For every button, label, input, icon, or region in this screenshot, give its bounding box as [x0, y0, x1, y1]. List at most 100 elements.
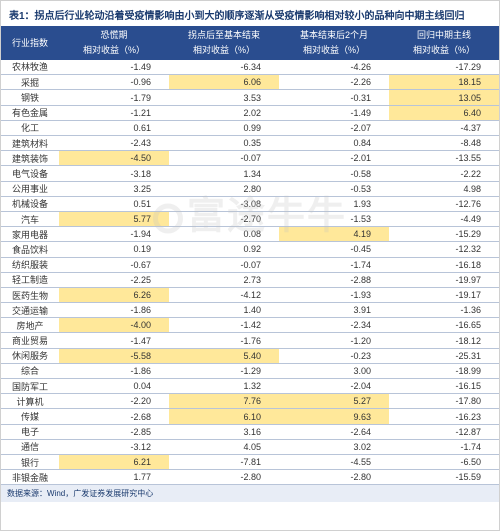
table-row: 银行6.21-7.81-4.55-6.50	[1, 454, 499, 469]
table-row: 机械设备0.51-3.081.93-12.76	[1, 196, 499, 211]
cell-value: -16.18	[389, 257, 499, 272]
header-col-3: 回归中期主线	[389, 26, 499, 43]
cell-value: -4.00	[59, 318, 169, 333]
cell-value: -2.80	[279, 470, 389, 485]
cell-value: -1.20	[279, 333, 389, 348]
table-row: 电气设备-3.181.34-0.58-2.22	[1, 166, 499, 181]
table-row: 采掘-0.966.06-2.2618.15	[1, 75, 499, 90]
cell-value: 5.27	[279, 394, 389, 409]
table-header: 行业指数 恐慌期 拐点后至基本结束 基本结束后2个月 回归中期主线 相对收益（%…	[1, 26, 499, 60]
cell-value: 0.61	[59, 120, 169, 135]
cell-value: -1.74	[389, 439, 499, 454]
cell-value: -13.55	[389, 151, 499, 166]
row-label: 纺织服装	[1, 257, 59, 272]
cell-value: 1.32	[169, 379, 279, 394]
row-label: 综合	[1, 363, 59, 378]
header-col-1: 拐点后至基本结束	[169, 26, 279, 43]
cell-value: -1.74	[279, 257, 389, 272]
cell-value: -0.53	[279, 181, 389, 196]
row-label: 计算机	[1, 394, 59, 409]
row-label: 食品饮料	[1, 242, 59, 257]
cell-value: -4.37	[389, 120, 499, 135]
cell-value: -4.26	[279, 60, 389, 75]
cell-value: -1.49	[59, 60, 169, 75]
cell-value: -1.36	[389, 303, 499, 318]
table-row: 钢铁-1.793.53-0.3113.05	[1, 90, 499, 105]
table-row: 化工0.610.99-2.07-4.37	[1, 120, 499, 135]
table-row: 交通运输-1.861.403.91-1.36	[1, 303, 499, 318]
row-label: 传媒	[1, 409, 59, 424]
cell-value: 0.51	[59, 196, 169, 211]
cell-value: 4.19	[279, 227, 389, 242]
cell-value: 13.05	[389, 90, 499, 105]
cell-value: -0.67	[59, 257, 169, 272]
header-rowlabel: 行业指数	[1, 26, 59, 60]
row-label: 有色金属	[1, 105, 59, 120]
table-row: 纺织服装-0.67-0.07-1.74-16.18	[1, 257, 499, 272]
cell-value: 4.05	[169, 439, 279, 454]
cell-value: 1.34	[169, 166, 279, 181]
cell-value: -0.45	[279, 242, 389, 257]
cell-value: 4.98	[389, 181, 499, 196]
cell-value: -2.01	[279, 151, 389, 166]
cell-value: 6.06	[169, 75, 279, 90]
cell-value: 6.10	[169, 409, 279, 424]
cell-value: -1.49	[279, 105, 389, 120]
cell-value: -2.04	[279, 379, 389, 394]
row-label: 休闲服务	[1, 348, 59, 363]
cell-value: 2.80	[169, 181, 279, 196]
cell-value: -17.29	[389, 60, 499, 75]
cell-value: -1.94	[59, 227, 169, 242]
cell-value: -17.80	[389, 394, 499, 409]
cell-value: -19.97	[389, 272, 499, 287]
table-title: 表1：拐点后行业轮动沿着受疫情影响由小到大的顺序逐渐从受疫情影响相对较小的品种向…	[1, 1, 499, 26]
cell-value: -16.23	[389, 409, 499, 424]
cell-value: -0.96	[59, 75, 169, 90]
table-row: 建筑装饰-4.50-0.07-2.01-13.55	[1, 151, 499, 166]
cell-value: -12.32	[389, 242, 499, 257]
cell-value: 0.92	[169, 242, 279, 257]
table-frame: 表1：拐点后行业轮动沿着受疫情影响由小到大的顺序逐渐从受疫情影响相对较小的品种向…	[0, 0, 500, 531]
cell-value: -0.07	[169, 151, 279, 166]
cell-value: -2.25	[59, 272, 169, 287]
row-label: 公用事业	[1, 181, 59, 196]
cell-value: -4.50	[59, 151, 169, 166]
cell-value: -1.79	[59, 90, 169, 105]
table-row: 有色金属-1.212.02-1.496.40	[1, 105, 499, 120]
cell-value: 9.63	[279, 409, 389, 424]
row-label: 家用电器	[1, 227, 59, 242]
industry-table: 行业指数 恐慌期 拐点后至基本结束 基本结束后2个月 回归中期主线 相对收益（%…	[1, 26, 499, 485]
cell-value: -1.86	[59, 363, 169, 378]
header-sub-0: 相对收益（%）	[59, 43, 169, 60]
table-row: 建筑材料-2.430.350.84-8.48	[1, 136, 499, 151]
cell-value: -4.49	[389, 211, 499, 226]
row-label: 银行	[1, 454, 59, 469]
row-label: 电气设备	[1, 166, 59, 181]
table-row: 汽车5.77-2.70-1.53-4.49	[1, 211, 499, 226]
cell-value: -2.80	[169, 470, 279, 485]
row-label: 建筑装饰	[1, 151, 59, 166]
cell-value: -12.76	[389, 196, 499, 211]
cell-value: 5.40	[169, 348, 279, 363]
cell-value: -18.99	[389, 363, 499, 378]
cell-value: -16.65	[389, 318, 499, 333]
row-label: 汽车	[1, 211, 59, 226]
cell-value: -0.23	[279, 348, 389, 363]
cell-value: 0.35	[169, 136, 279, 151]
cell-value: -3.08	[169, 196, 279, 211]
cell-value: -15.29	[389, 227, 499, 242]
cell-value: -15.59	[389, 470, 499, 485]
table-row: 食品饮料0.190.92-0.45-12.32	[1, 242, 499, 257]
cell-value: -18.12	[389, 333, 499, 348]
table-row: 商业贸易-1.47-1.76-1.20-18.12	[1, 333, 499, 348]
cell-value: 1.93	[279, 196, 389, 211]
cell-value: -12.87	[389, 424, 499, 439]
cell-value: 6.21	[59, 454, 169, 469]
cell-value: -0.58	[279, 166, 389, 181]
cell-value: -6.34	[169, 60, 279, 75]
table-row: 传媒-2.686.109.63-16.23	[1, 409, 499, 424]
row-label: 商业贸易	[1, 333, 59, 348]
cell-value: 1.77	[59, 470, 169, 485]
table-row: 非银金融1.77-2.80-2.80-15.59	[1, 470, 499, 485]
cell-value: -1.29	[169, 363, 279, 378]
